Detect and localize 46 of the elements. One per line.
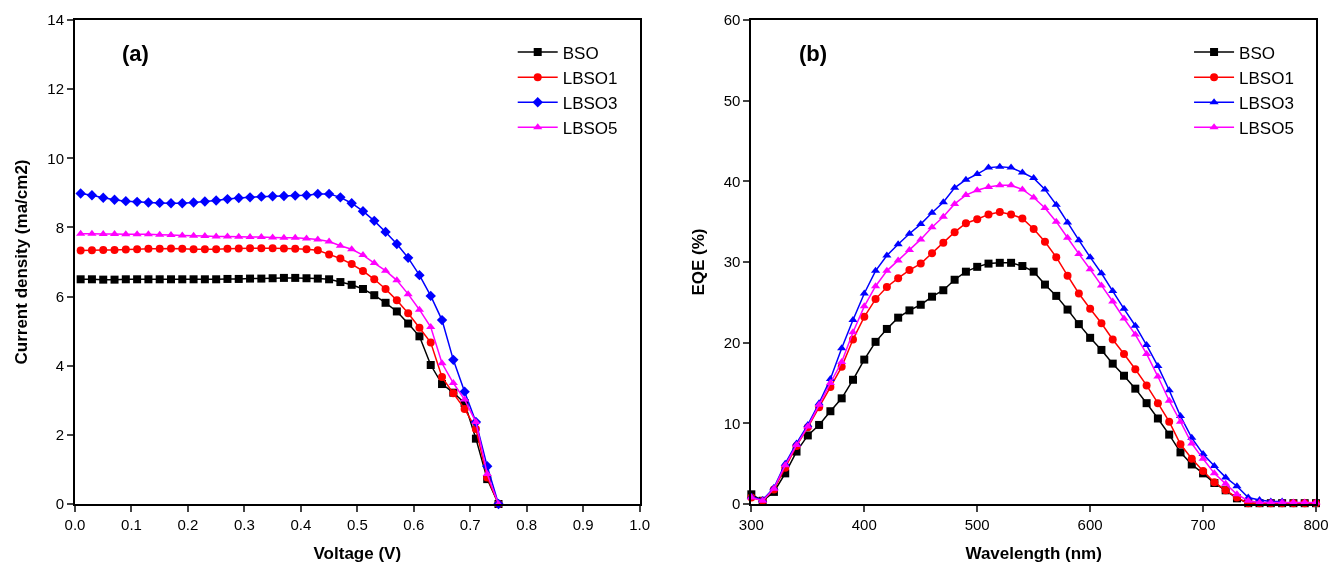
legend-label: LBSO5 [562, 119, 618, 138]
y-tick-label: 20 [723, 333, 741, 351]
y-tick-label: 10 [723, 414, 741, 432]
y-axis-title: Current density (ma/cm2) [12, 159, 32, 365]
x-tick-label: 0.9 [572, 516, 594, 533]
y-axis-title: EQE (%) [688, 228, 708, 296]
x-tick-label: 0.8 [516, 516, 538, 533]
x-tick-label: 0.2 [177, 516, 199, 533]
y-tick-label: 2 [55, 426, 64, 444]
y-tick-label: 12 [47, 80, 64, 98]
y-tick-label: 14 [47, 11, 64, 29]
y-tick-label: 10 [47, 149, 64, 167]
x-axis-title: Voltage (V) [313, 543, 402, 563]
annotation: (a) [122, 41, 149, 66]
x-tick-label: 600 [1077, 516, 1103, 533]
x-tick-label: 1.0 [629, 516, 651, 533]
legend-label: BSO [1239, 43, 1275, 63]
y-tick-label: 50 [723, 91, 741, 109]
x-tick-label: 800 [1303, 516, 1329, 533]
x-tick-label: 0.6 [403, 516, 425, 533]
x-tick-label: 0.1 [121, 516, 142, 533]
y-tick-label: 0 [732, 495, 741, 513]
annotation: (b) [799, 41, 828, 66]
y-tick-label: 6 [55, 287, 64, 305]
x-tick-label: 0.7 [459, 516, 481, 533]
y-tick-label: 8 [55, 218, 64, 236]
y-tick-label: 30 [723, 253, 741, 271]
legend-label: BSO [562, 43, 599, 63]
y-tick-label: 4 [55, 356, 64, 374]
x-tick-label: 0.0 [64, 516, 86, 533]
legend-label: LBSO1 [1239, 68, 1294, 88]
legend-label: LBSO5 [1239, 119, 1294, 138]
x-tick-label: 500 [964, 516, 990, 533]
y-tick-label: 0 [55, 495, 64, 513]
legend-label: LBSO1 [562, 68, 618, 88]
x-tick-label: 400 [851, 516, 877, 533]
y-tick-label: 60 [723, 11, 741, 29]
x-tick-label: 0.3 [233, 516, 255, 533]
legend-label: LBSO3 [562, 93, 618, 113]
x-tick-label: 0.5 [346, 516, 368, 533]
x-axis-title: Wavelength (nm) [965, 543, 1102, 563]
y-tick-label: 40 [723, 172, 741, 190]
x-tick-label: 300 [738, 516, 764, 533]
x-tick-label: 0.4 [290, 516, 312, 533]
x-tick-label: 700 [1190, 516, 1216, 533]
legend-label: LBSO3 [1239, 93, 1294, 113]
